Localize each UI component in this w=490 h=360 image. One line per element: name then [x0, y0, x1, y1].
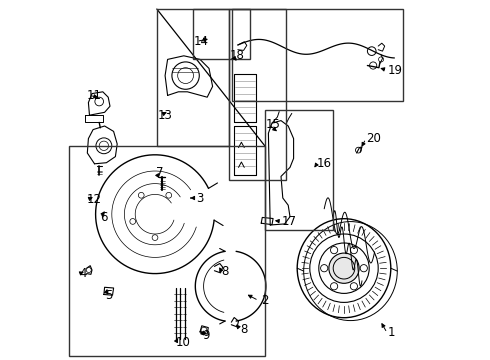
Bar: [229, 9, 286, 180]
Circle shape: [330, 247, 338, 254]
Text: 8: 8: [221, 265, 229, 278]
Text: 4: 4: [79, 267, 87, 280]
Text: 16: 16: [317, 157, 332, 170]
Text: 19: 19: [387, 64, 402, 77]
Text: 20: 20: [366, 132, 381, 145]
Text: 8: 8: [240, 323, 247, 336]
Text: 12: 12: [87, 193, 101, 206]
Text: 11: 11: [87, 89, 101, 102]
Text: 17: 17: [282, 215, 297, 228]
Bar: [69, 146, 265, 356]
Bar: [232, 9, 403, 101]
Text: 13: 13: [158, 109, 173, 122]
Text: 7: 7: [156, 166, 164, 179]
Bar: [157, 9, 229, 146]
Text: 3: 3: [196, 192, 204, 204]
Text: 5: 5: [105, 289, 113, 302]
Text: 2: 2: [261, 294, 269, 307]
Bar: [265, 110, 333, 230]
Text: 9: 9: [202, 329, 209, 342]
Text: 14: 14: [194, 35, 209, 48]
Text: 10: 10: [175, 336, 191, 349]
Text: 15: 15: [266, 118, 281, 131]
Text: 18: 18: [230, 49, 245, 62]
Bar: [193, 9, 250, 59]
Text: 1: 1: [387, 327, 395, 339]
Circle shape: [350, 283, 358, 290]
Circle shape: [320, 265, 328, 272]
Text: 6: 6: [100, 211, 108, 224]
Circle shape: [329, 253, 359, 283]
Circle shape: [330, 283, 338, 290]
Circle shape: [350, 247, 358, 254]
Circle shape: [360, 265, 368, 272]
